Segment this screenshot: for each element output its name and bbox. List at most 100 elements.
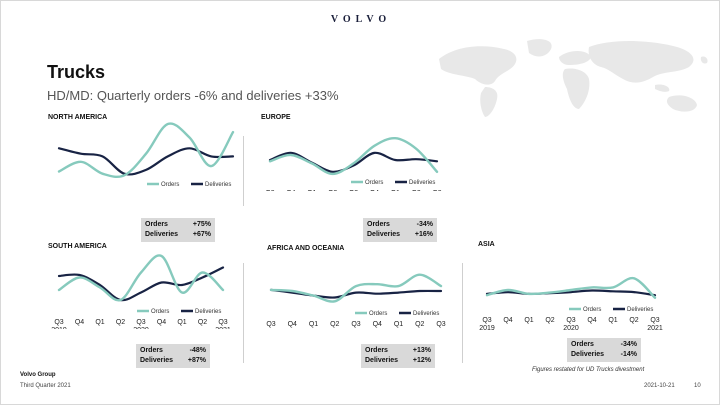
divider xyxy=(462,263,463,363)
tick-label-quarter: Q2 xyxy=(198,319,207,326)
summary-label: Deliveries xyxy=(145,231,179,238)
legend-label-orders: Orders xyxy=(161,182,179,188)
series-line-orders xyxy=(269,273,443,303)
region-title-south-america: SOUTH AMERICA xyxy=(48,243,107,250)
tick-label-quarter: Q1 xyxy=(391,190,400,191)
summary-box-north-america: Orders +75% Deliveries +67% xyxy=(141,218,215,242)
series-line-deliveries xyxy=(57,266,225,302)
summary-label: Deliveries xyxy=(365,357,399,364)
region-title-asia: ASIA xyxy=(478,241,495,248)
summary-label: Orders xyxy=(140,347,163,354)
tick-label-quarter: Q1 xyxy=(95,319,104,326)
tick-label-quarter: Q3 xyxy=(349,190,358,191)
summary-value: +87% xyxy=(187,357,206,364)
tick-label-year: 2019 xyxy=(479,325,495,332)
summary-row: Orders -48% xyxy=(140,346,206,356)
tick-label-year: 2021 xyxy=(215,327,231,329)
tick-label-quarter: Q1 xyxy=(394,321,403,328)
series-line-deliveries xyxy=(57,147,235,176)
summary-label: Deliveries xyxy=(571,351,605,358)
divider xyxy=(243,136,244,206)
summary-value: +13% xyxy=(412,347,431,354)
volvo-logo: VOLVO xyxy=(330,14,392,25)
tick-label-year: 2019 xyxy=(51,327,67,329)
chart-europe: OrdersDeliveriesQ32019Q4Q1Q2Q32020Q4Q1Q2… xyxy=(265,136,442,191)
summary-row: Deliveries +12% xyxy=(365,356,431,366)
summary-row: Deliveries +67% xyxy=(145,230,211,240)
tick-label-quarter: Q1 xyxy=(177,319,186,326)
tick-label-quarter: Q3 xyxy=(266,321,275,328)
summary-value: +67% xyxy=(192,231,211,238)
tick-label-quarter: Q1 xyxy=(307,190,316,191)
summary-label: Deliveries xyxy=(367,231,401,238)
summary-value: -14% xyxy=(620,351,637,358)
series-line-orders xyxy=(57,122,235,179)
legend-label-deliveries: Deliveries xyxy=(205,182,231,188)
chart-north-america: OrdersDeliveriesQ32019Q4Q1Q2Q32020Q4Q1Q2… xyxy=(57,122,235,188)
legend-label-deliveries: Deliveries xyxy=(413,311,439,317)
summary-box-europe: Orders -34% Deliveries +16% xyxy=(363,218,437,242)
summary-value: +12% xyxy=(412,357,431,364)
summary-row: Orders -34% xyxy=(571,340,637,350)
summary-box-south-america: Orders -48% Deliveries +87% xyxy=(136,344,210,368)
tick-label-quarter: Q3 xyxy=(54,319,63,326)
tick-label-quarter: Q2 xyxy=(116,319,125,326)
summary-box-asia: Orders -34% Deliveries -14% xyxy=(567,338,641,362)
summary-label: Orders xyxy=(367,221,390,228)
chart-south-america: OrdersDeliveriesQ32019Q4Q1Q2Q32020Q4Q1Q2… xyxy=(51,254,231,329)
summary-row: Deliveries +87% xyxy=(140,356,206,366)
tick-label-quarter: Q2 xyxy=(415,321,424,328)
tick-label-quarter: Q3 xyxy=(432,190,441,191)
region-title-africa-and-oceania: AFRICA AND OCEANIA xyxy=(267,245,345,252)
summary-value: +75% xyxy=(192,221,211,228)
legend-label-orders: Orders xyxy=(151,309,169,315)
tick-label-quarter: Q4 xyxy=(157,319,166,326)
summary-row: Orders -34% xyxy=(367,220,433,230)
series-line-orders xyxy=(268,136,439,176)
tick-label-year: 2020 xyxy=(133,327,149,329)
tick-label-year: 2021 xyxy=(647,325,663,332)
tick-label-year: 2020 xyxy=(563,325,579,332)
legend-label-deliveries: Deliveries xyxy=(409,180,435,186)
tick-label-quarter: Q3 xyxy=(351,321,360,328)
series-line-deliveries xyxy=(485,289,657,297)
footnote: Figures restated for UD Trucks divestmen… xyxy=(532,367,645,373)
footer-company: Volvo Group xyxy=(20,372,56,378)
tick-label-quarter: Q2 xyxy=(328,190,337,191)
summary-row: Deliveries -14% xyxy=(571,350,637,360)
tick-label-quarter: Q3 xyxy=(218,319,227,326)
tick-label-quarter: Q2 xyxy=(629,317,638,324)
tick-label-quarter: Q1 xyxy=(524,317,533,324)
summary-row: Orders +75% xyxy=(145,220,211,230)
summary-label: Orders xyxy=(145,221,168,228)
chart-africa-and-oceania: OrdersDeliveriesQ32019Q4Q1Q2Q32020Q4Q1Q2… xyxy=(266,273,446,328)
series-line-deliveries xyxy=(268,151,439,173)
series-line-orders xyxy=(485,276,657,299)
summary-value: -34% xyxy=(416,221,433,228)
tick-label-quarter: Q4 xyxy=(286,190,295,191)
world-map-icon xyxy=(439,39,708,117)
tick-label-quarter: Q3 xyxy=(566,317,575,324)
tick-label-quarter: Q3 xyxy=(482,317,491,324)
tick-label-quarter: Q2 xyxy=(330,321,339,328)
summary-label: Orders xyxy=(571,341,594,348)
tick-label-quarter: Q4 xyxy=(373,321,382,328)
tick-label-quarter: Q1 xyxy=(608,317,617,324)
tick-label-quarter: Q4 xyxy=(370,190,379,191)
tick-label-quarter: Q3 xyxy=(436,321,445,328)
tick-label-quarter: Q4 xyxy=(503,317,512,324)
tick-label-quarter: Q2 xyxy=(411,190,420,191)
tick-label-quarter: Q4 xyxy=(587,317,596,324)
page-subtitle: HD/MD: Quarterly orders -6% and deliveri… xyxy=(47,88,339,103)
summary-row: Orders +13% xyxy=(365,346,431,356)
tick-label-quarter: Q2 xyxy=(545,317,554,324)
summary-label: Orders xyxy=(365,347,388,354)
legend-label-orders: Orders xyxy=(365,180,383,186)
summary-value: -48% xyxy=(189,347,206,354)
region-title-north-america: NORTH AMERICA xyxy=(48,114,108,121)
divider xyxy=(243,263,244,363)
tick-label-quarter: Q4 xyxy=(288,321,297,328)
summary-label: Deliveries xyxy=(140,357,174,364)
